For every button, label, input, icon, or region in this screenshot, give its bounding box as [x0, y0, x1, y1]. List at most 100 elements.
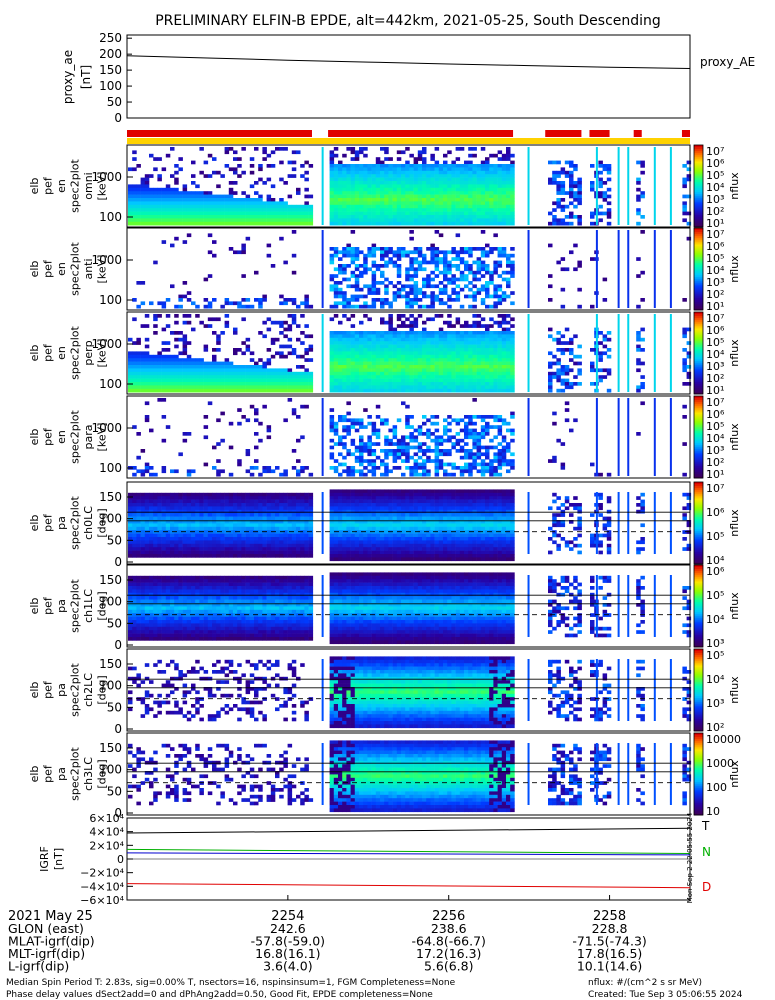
spectrogram-cell	[304, 215, 309, 219]
spectrogram-cell	[501, 221, 507, 226]
spectrogram-cell	[304, 466, 309, 470]
spectrogram-cell	[140, 301, 146, 306]
spectrogram-cell	[569, 164, 574, 168]
spectrogram-cell	[191, 378, 196, 383]
spectrogram-cell	[438, 354, 444, 359]
pitch-angle-cell	[161, 503, 167, 507]
spectrogram-cell	[510, 211, 515, 216]
spectrogram-cell	[191, 191, 196, 195]
spectrogram-cell	[338, 358, 343, 362]
spectrogram-cell	[493, 218, 498, 223]
spectrogram-cell	[464, 194, 469, 199]
spectrogram-cell	[270, 378, 276, 383]
spectrogram-cell	[455, 418, 461, 423]
spectrogram-cell	[590, 181, 595, 185]
spectrogram-cell	[497, 287, 503, 292]
spectrogram-cell	[329, 348, 335, 352]
spectrogram-cell	[388, 177, 393, 182]
spectrogram-cell	[237, 385, 242, 390]
spectrogram-cell	[354, 341, 360, 345]
spectrogram-cell	[455, 267, 461, 272]
spectrogram-cell	[472, 218, 477, 223]
spectrogram-cell	[430, 270, 435, 275]
spectrogram-cell	[333, 368, 339, 373]
pitch-angle-cell	[140, 540, 146, 545]
spectrogram-cell	[371, 211, 377, 216]
colorbar-tick-label: 10²	[706, 456, 724, 469]
spectrogram-cell	[686, 174, 692, 178]
colorbar-cell	[694, 348, 703, 352]
spectrogram-cell	[262, 365, 267, 369]
spectrogram-cell	[333, 334, 339, 339]
spectrogram-cell	[451, 358, 456, 362]
spectrogram-cell	[270, 382, 276, 386]
spectrogram-cell	[338, 382, 343, 386]
spectrogram-cell	[392, 264, 398, 268]
spectrogram-cell	[409, 177, 414, 182]
spectrogram-cell	[380, 198, 385, 202]
spectrogram-cell	[287, 204, 293, 209]
spectrogram-cell	[422, 341, 427, 345]
spectrogram-cell	[254, 298, 259, 302]
pitch-angle-cell	[165, 543, 171, 548]
spectrogram-cell	[266, 425, 272, 429]
spectrogram-cell	[212, 204, 217, 209]
spectrogram-cell	[233, 208, 238, 212]
spectrogram-cell	[392, 375, 398, 379]
pitch-angle-cell	[149, 509, 154, 514]
spectrogram-cell	[476, 344, 482, 349]
spectrogram-cell	[506, 351, 511, 356]
spectrogram-cell	[434, 253, 440, 258]
spectrogram-cell	[224, 221, 230, 226]
spectrogram-cell	[422, 388, 427, 393]
spectrogram-cell	[346, 198, 351, 202]
spectrogram-cell	[422, 466, 427, 470]
spectrogram-cell	[144, 462, 150, 467]
spectrogram-cell	[480, 191, 486, 195]
pitch-angle-cell	[186, 509, 192, 514]
spectrogram-cell	[291, 408, 297, 412]
spectrogram-cell	[149, 201, 154, 206]
spectrogram-cell	[333, 284, 339, 289]
spectrogram-cell	[510, 301, 515, 306]
pitch-angle-cell	[144, 492, 150, 497]
spectrogram-cell	[233, 198, 238, 202]
spectrogram-cell	[329, 365, 335, 369]
spectrogram-cell	[363, 425, 368, 429]
spectrogram-cell	[237, 208, 242, 212]
spectrogram-cell	[430, 388, 435, 393]
spectrogram-cell	[375, 432, 381, 436]
spectrogram-cell	[451, 264, 456, 268]
spectrogram-cell	[413, 388, 419, 393]
spectrogram-cell	[401, 382, 406, 386]
spectrogram-cell	[308, 204, 314, 209]
spectrogram-cell	[443, 469, 448, 474]
spectrogram-cell	[174, 187, 179, 192]
spectrogram-cell	[375, 267, 381, 272]
spectrogram-cell	[548, 274, 553, 278]
pitch-angle-cell	[153, 533, 158, 538]
spectrogram-cell	[329, 452, 335, 457]
colorbar-tick-label: 10⁴	[706, 348, 725, 361]
spectrogram-cell	[291, 375, 297, 379]
spectrogram-cell	[447, 320, 452, 325]
pitch-angle-cell	[191, 523, 196, 528]
spectrogram-cell	[396, 375, 402, 379]
spectrogram-cell	[401, 361, 406, 366]
pitch-angle-cell	[128, 513, 133, 517]
spectrogram-cell	[426, 177, 431, 182]
spectrogram-cell	[510, 221, 515, 226]
spectrogram-cell	[493, 371, 498, 376]
spectrogram-cell	[485, 264, 490, 268]
spectrogram-cell	[375, 198, 381, 202]
spectrogram-cell	[417, 287, 423, 292]
spectrogram-cell	[401, 371, 406, 376]
spectrogram-cell	[501, 368, 507, 373]
spectrogram-cell	[203, 215, 209, 219]
pitch-angle-cell	[174, 554, 179, 558]
spectrogram-cell	[493, 344, 498, 349]
spectrogram-cell	[375, 247, 381, 251]
spectrogram-cell	[422, 291, 427, 295]
spectrogram-cell	[480, 371, 486, 376]
spectrogram-cell	[682, 218, 687, 223]
